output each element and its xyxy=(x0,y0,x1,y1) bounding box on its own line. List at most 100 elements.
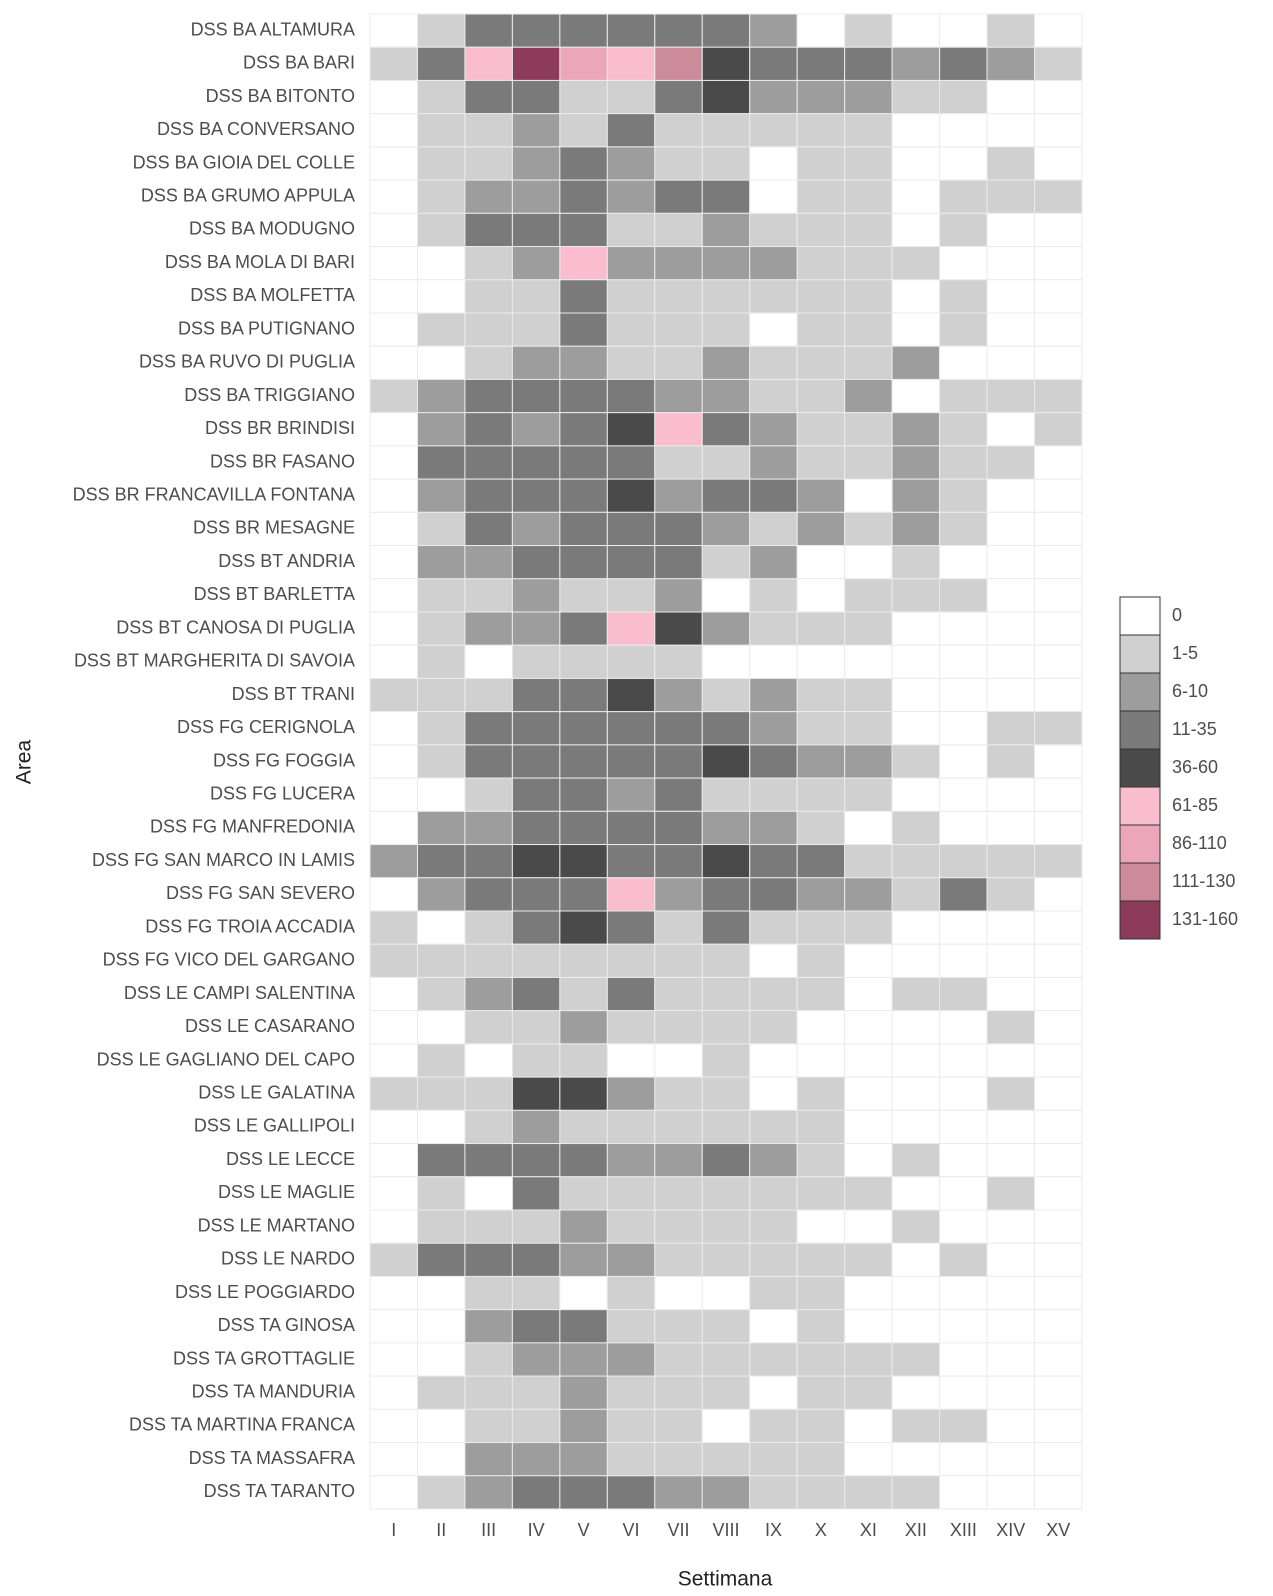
heat-cell xyxy=(891,13,941,48)
heat-cell xyxy=(844,1143,893,1178)
heat-cell xyxy=(749,445,798,480)
heat-cell xyxy=(891,644,941,679)
heat-cell xyxy=(654,46,703,81)
heat-cell xyxy=(749,412,798,447)
heat-cell xyxy=(511,13,561,48)
heat-cell xyxy=(844,212,893,248)
y-tick-label: DSS LE CAMPI SALENTINA xyxy=(124,983,355,1003)
heat-cell xyxy=(606,1176,656,1211)
y-tick-label: DSS BR MESAGNE xyxy=(193,518,355,538)
heat-cell xyxy=(939,1109,988,1145)
heat-cell xyxy=(701,1242,751,1277)
heat-cell xyxy=(559,46,608,81)
heat-cell xyxy=(654,378,703,414)
heat-cell xyxy=(701,1275,751,1311)
heat-cell xyxy=(749,1176,798,1211)
x-tick-label: IV xyxy=(528,1520,545,1540)
heat-cell xyxy=(891,744,941,779)
heat-cell xyxy=(416,146,466,181)
heat-cell xyxy=(464,1375,513,1410)
heat-cell xyxy=(844,1242,893,1277)
heat-cell xyxy=(606,578,656,613)
heat-cell xyxy=(416,844,466,879)
heat-cell xyxy=(796,279,846,314)
y-tick-label: DSS LE GAGLIANO DEL CAPO xyxy=(97,1049,355,1069)
heat-cell xyxy=(464,810,513,846)
heat-cell xyxy=(1034,1342,1083,1377)
y-tick-label: DSS BA MOLFETTA xyxy=(190,285,355,305)
heat-cell xyxy=(654,1275,703,1311)
heat-cell xyxy=(796,478,846,513)
heat-cell xyxy=(416,1442,466,1477)
heat-cell xyxy=(559,1242,608,1277)
x-tick-label: XIV xyxy=(996,1520,1025,1540)
heat-cell xyxy=(416,1109,466,1145)
heat-cell xyxy=(606,13,656,48)
legend-key xyxy=(1119,824,1161,864)
heat-cell xyxy=(796,744,846,779)
heat-cell xyxy=(796,1076,846,1111)
heat-cell xyxy=(986,677,1036,713)
heat-cell xyxy=(511,1375,561,1410)
heat-cell xyxy=(1034,13,1083,48)
heat-cell xyxy=(416,1176,466,1211)
heat-cell xyxy=(559,1408,608,1444)
heat-cell xyxy=(844,1275,893,1311)
heat-cell xyxy=(559,578,608,613)
heat-cell xyxy=(796,1176,846,1211)
x-tick-label: I xyxy=(391,1520,396,1540)
heat-cell xyxy=(654,1109,703,1145)
heat-cell xyxy=(796,13,846,48)
heat-cell xyxy=(986,1375,1036,1410)
heat-cell xyxy=(369,378,418,414)
heat-cell xyxy=(939,279,988,314)
heat-cell xyxy=(559,611,608,646)
heat-cell xyxy=(844,1043,893,1078)
heat-cell xyxy=(796,146,846,181)
heat-cell xyxy=(654,1010,703,1045)
heat-cell xyxy=(986,511,1036,547)
heat-cell xyxy=(511,79,561,115)
heat-cell xyxy=(654,1408,703,1444)
heat-cell xyxy=(559,113,608,148)
heat-cell xyxy=(654,113,703,148)
heat-cell xyxy=(511,810,561,846)
y-tick-label: DSS BA PUTIGNANO xyxy=(178,318,355,338)
legend-label: 1-5 xyxy=(1172,643,1198,663)
heat-cell xyxy=(701,1342,751,1377)
heat-cell xyxy=(701,445,751,480)
y-tick-label: DSS BR BRINDISI xyxy=(205,418,355,438)
legend-key xyxy=(1119,862,1161,902)
y-tick-label: DSS FG SAN SEVERO xyxy=(166,883,355,903)
heat-cell xyxy=(464,1209,513,1244)
heat-cell xyxy=(891,1209,941,1244)
heat-cell xyxy=(844,179,893,214)
heat-cell xyxy=(986,13,1036,48)
heat-cell xyxy=(464,910,513,945)
heat-cell xyxy=(891,1375,941,1410)
heat-cell xyxy=(416,13,466,48)
heat-cell xyxy=(464,711,513,746)
heat-cell xyxy=(1034,1076,1083,1111)
heat-cell xyxy=(464,478,513,513)
heat-cell xyxy=(369,644,418,679)
heat-cell xyxy=(1034,279,1083,314)
heat-cell xyxy=(606,545,656,580)
heat-cell xyxy=(369,79,418,115)
heat-cell xyxy=(844,1176,893,1211)
heat-cell xyxy=(986,943,1036,978)
heat-cell xyxy=(1034,777,1083,812)
heat-cell xyxy=(749,943,798,978)
heat-cell xyxy=(416,345,466,380)
heat-cell xyxy=(986,1242,1036,1277)
heat-cell xyxy=(749,46,798,81)
heat-cell xyxy=(1034,910,1083,945)
heat-cell xyxy=(701,1209,751,1244)
heat-cell xyxy=(464,179,513,214)
heat-cell xyxy=(511,578,561,613)
heat-cell xyxy=(416,279,466,314)
heat-cell xyxy=(986,279,1036,314)
heat-cell xyxy=(986,711,1036,746)
legend-key xyxy=(1119,900,1161,940)
heat-cell xyxy=(891,1275,941,1311)
